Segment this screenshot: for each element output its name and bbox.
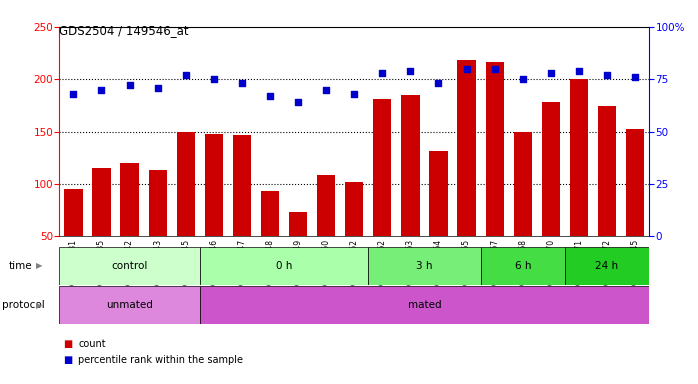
Text: time: time bbox=[8, 261, 32, 271]
Bar bbox=[59, 286, 200, 324]
Point bbox=[405, 68, 416, 74]
Bar bbox=[205, 134, 223, 236]
Bar bbox=[317, 175, 335, 236]
Point bbox=[489, 66, 500, 72]
Bar bbox=[232, 135, 251, 236]
Bar bbox=[429, 151, 447, 236]
Text: ▶: ▶ bbox=[36, 301, 43, 310]
Bar bbox=[481, 247, 565, 285]
Point bbox=[348, 91, 359, 97]
Bar bbox=[59, 247, 200, 285]
Point bbox=[124, 83, 135, 89]
Bar bbox=[565, 247, 649, 285]
Bar bbox=[200, 286, 649, 324]
Bar bbox=[598, 106, 616, 236]
Point bbox=[377, 70, 388, 76]
Point bbox=[237, 80, 248, 86]
Point bbox=[545, 70, 556, 76]
Bar bbox=[121, 163, 139, 236]
Point bbox=[630, 74, 641, 80]
Bar bbox=[345, 182, 364, 236]
Bar bbox=[514, 131, 532, 236]
Text: 0 h: 0 h bbox=[276, 261, 292, 271]
Point bbox=[265, 93, 276, 99]
Point bbox=[433, 80, 444, 86]
Text: ■: ■ bbox=[63, 339, 72, 349]
Point bbox=[68, 91, 79, 97]
Bar bbox=[373, 99, 392, 236]
Text: 3 h: 3 h bbox=[416, 261, 433, 271]
Point bbox=[292, 99, 304, 105]
Bar bbox=[177, 131, 195, 236]
Text: count: count bbox=[78, 339, 106, 349]
Bar bbox=[570, 79, 588, 236]
Text: protocol: protocol bbox=[2, 300, 45, 310]
Bar bbox=[486, 63, 504, 236]
Bar bbox=[542, 102, 560, 236]
Point bbox=[602, 72, 613, 78]
Text: percentile rank within the sample: percentile rank within the sample bbox=[78, 355, 243, 365]
Point bbox=[461, 66, 472, 72]
Point bbox=[208, 76, 219, 82]
Point bbox=[152, 84, 163, 91]
Bar bbox=[261, 191, 279, 236]
Point bbox=[320, 87, 332, 93]
Bar bbox=[289, 212, 307, 236]
Bar bbox=[200, 247, 369, 285]
Text: ▶: ▶ bbox=[36, 261, 43, 270]
Text: 24 h: 24 h bbox=[595, 261, 618, 271]
Bar bbox=[92, 168, 110, 236]
Bar bbox=[149, 170, 167, 236]
Text: mated: mated bbox=[408, 300, 441, 310]
Bar bbox=[64, 189, 82, 236]
Point bbox=[180, 72, 191, 78]
Point bbox=[517, 76, 528, 82]
Text: GDS2504 / 149546_at: GDS2504 / 149546_at bbox=[59, 24, 189, 37]
Text: ■: ■ bbox=[63, 355, 72, 365]
Text: 6 h: 6 h bbox=[514, 261, 531, 271]
Bar bbox=[401, 95, 419, 236]
Text: unmated: unmated bbox=[106, 300, 153, 310]
Text: control: control bbox=[112, 261, 148, 271]
Bar bbox=[369, 247, 481, 285]
Point bbox=[96, 87, 107, 93]
Point bbox=[573, 68, 584, 74]
Bar bbox=[457, 60, 476, 236]
Bar bbox=[626, 129, 644, 236]
